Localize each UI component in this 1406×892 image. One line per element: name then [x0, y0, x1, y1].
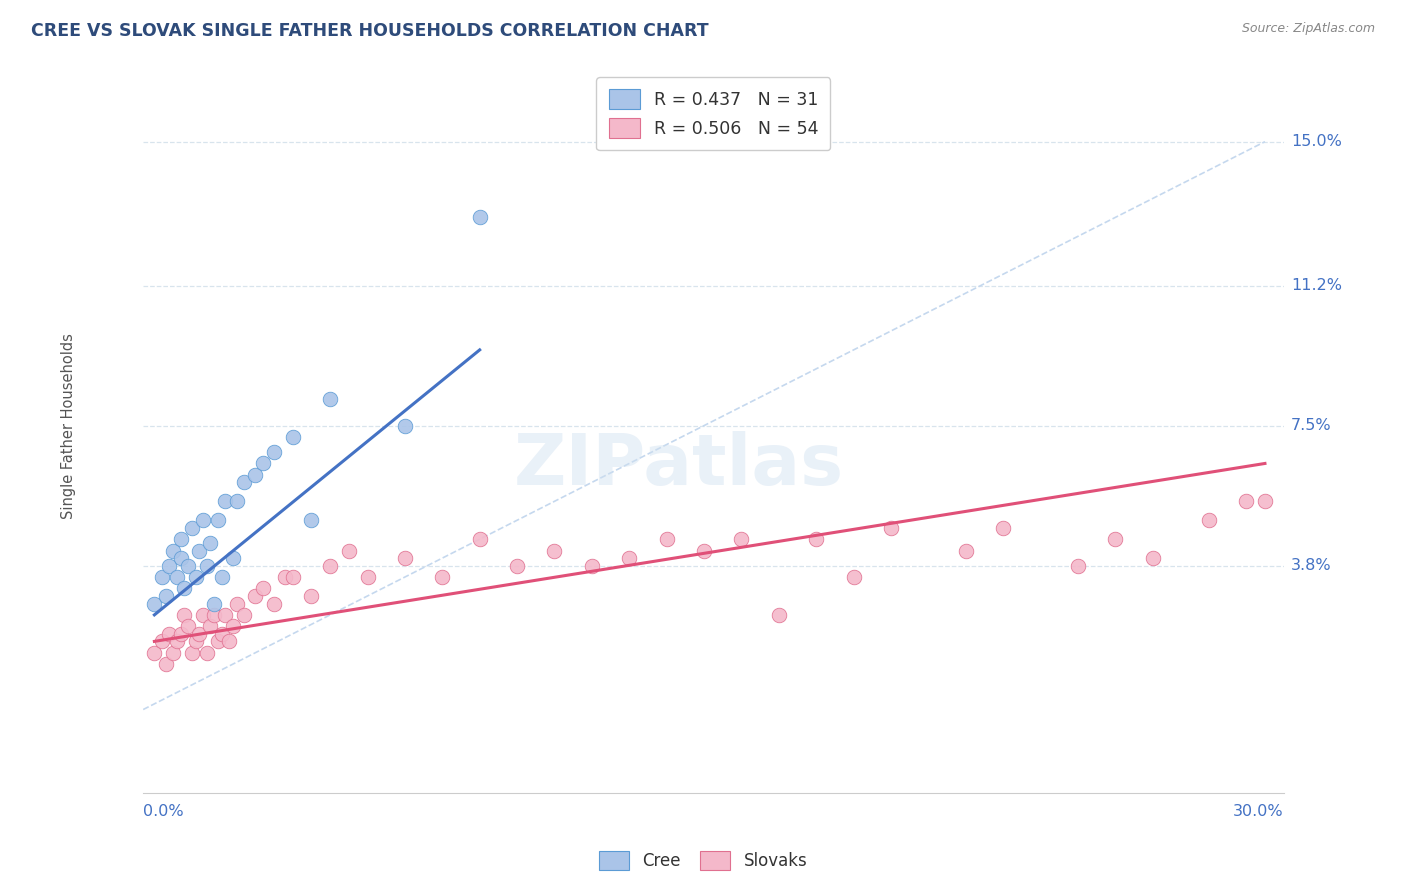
Text: 3.8%: 3.8%	[1291, 558, 1331, 574]
Point	[252, 582, 274, 596]
Point	[222, 619, 245, 633]
Point	[281, 430, 304, 444]
Text: 7.5%: 7.5%	[1291, 418, 1331, 434]
Point	[263, 445, 285, 459]
Point	[301, 589, 323, 603]
Point	[155, 589, 177, 603]
Text: Source: ZipAtlas.com: Source: ZipAtlas.com	[1241, 22, 1375, 36]
Text: 0.0%: 0.0%	[143, 805, 184, 819]
Point	[169, 627, 191, 641]
Point	[281, 570, 304, 584]
Point	[233, 475, 256, 490]
Point	[655, 532, 678, 546]
Point	[233, 607, 256, 622]
Point	[157, 558, 180, 573]
Text: Single Father Households: Single Father Households	[60, 333, 76, 518]
Point	[157, 627, 180, 641]
Point	[214, 494, 236, 508]
Point	[191, 607, 214, 622]
Point	[180, 646, 202, 660]
Point	[218, 634, 240, 648]
Text: ZIPatlas: ZIPatlas	[515, 431, 844, 500]
Point	[506, 558, 529, 573]
Point	[1104, 532, 1126, 546]
Point	[768, 607, 790, 622]
Point	[993, 521, 1015, 535]
Text: 30.0%: 30.0%	[1233, 805, 1284, 819]
Point	[166, 634, 188, 648]
Point	[162, 646, 184, 660]
Point	[319, 392, 342, 406]
Point	[155, 657, 177, 672]
Point	[245, 589, 267, 603]
Point	[301, 513, 323, 527]
Point	[180, 521, 202, 535]
Point	[955, 543, 977, 558]
Point	[188, 543, 211, 558]
Point	[211, 570, 233, 584]
Point	[806, 532, 828, 546]
Point	[200, 619, 222, 633]
Point	[195, 646, 218, 660]
Point	[1198, 513, 1220, 527]
Point	[394, 418, 416, 433]
Point	[169, 532, 191, 546]
Point	[319, 558, 342, 573]
Point	[191, 513, 214, 527]
Point	[195, 558, 218, 573]
Point	[202, 597, 225, 611]
Point	[207, 634, 229, 648]
Text: CREE VS SLOVAK SINGLE FATHER HOUSEHOLDS CORRELATION CHART: CREE VS SLOVAK SINGLE FATHER HOUSEHOLDS …	[31, 22, 709, 40]
Point	[1254, 494, 1277, 508]
Point	[222, 551, 245, 566]
Point	[543, 543, 565, 558]
Legend: Cree, Slovaks: Cree, Slovaks	[592, 844, 814, 877]
Point	[207, 513, 229, 527]
Point	[432, 570, 454, 584]
Point	[581, 558, 603, 573]
Point	[225, 597, 247, 611]
Point	[162, 543, 184, 558]
Point	[202, 607, 225, 622]
Point	[1234, 494, 1257, 508]
Point	[468, 532, 491, 546]
Point	[188, 627, 211, 641]
Point	[143, 646, 166, 660]
Point	[173, 607, 195, 622]
Point	[693, 543, 716, 558]
Point	[356, 570, 378, 584]
Point	[619, 551, 641, 566]
Point	[173, 582, 195, 596]
Point	[880, 521, 903, 535]
Text: 15.0%: 15.0%	[1291, 134, 1341, 149]
Point	[730, 532, 752, 546]
Point	[166, 570, 188, 584]
Text: 11.2%: 11.2%	[1291, 278, 1343, 293]
Point	[150, 634, 173, 648]
Point	[468, 211, 491, 225]
Point	[200, 536, 222, 550]
Point	[143, 597, 166, 611]
Point	[1067, 558, 1090, 573]
Point	[1142, 551, 1164, 566]
Point	[263, 597, 285, 611]
Point	[842, 570, 865, 584]
Point	[245, 467, 267, 482]
Point	[274, 570, 297, 584]
Point	[225, 494, 247, 508]
Point	[169, 551, 191, 566]
Point	[184, 570, 207, 584]
Point	[214, 607, 236, 622]
Point	[211, 627, 233, 641]
Point	[150, 570, 173, 584]
Point	[177, 619, 200, 633]
Legend: R = 0.437   N = 31, R = 0.506   N = 54: R = 0.437 N = 31, R = 0.506 N = 54	[596, 77, 831, 150]
Point	[252, 457, 274, 471]
Point	[177, 558, 200, 573]
Point	[337, 543, 360, 558]
Point	[184, 634, 207, 648]
Point	[394, 551, 416, 566]
